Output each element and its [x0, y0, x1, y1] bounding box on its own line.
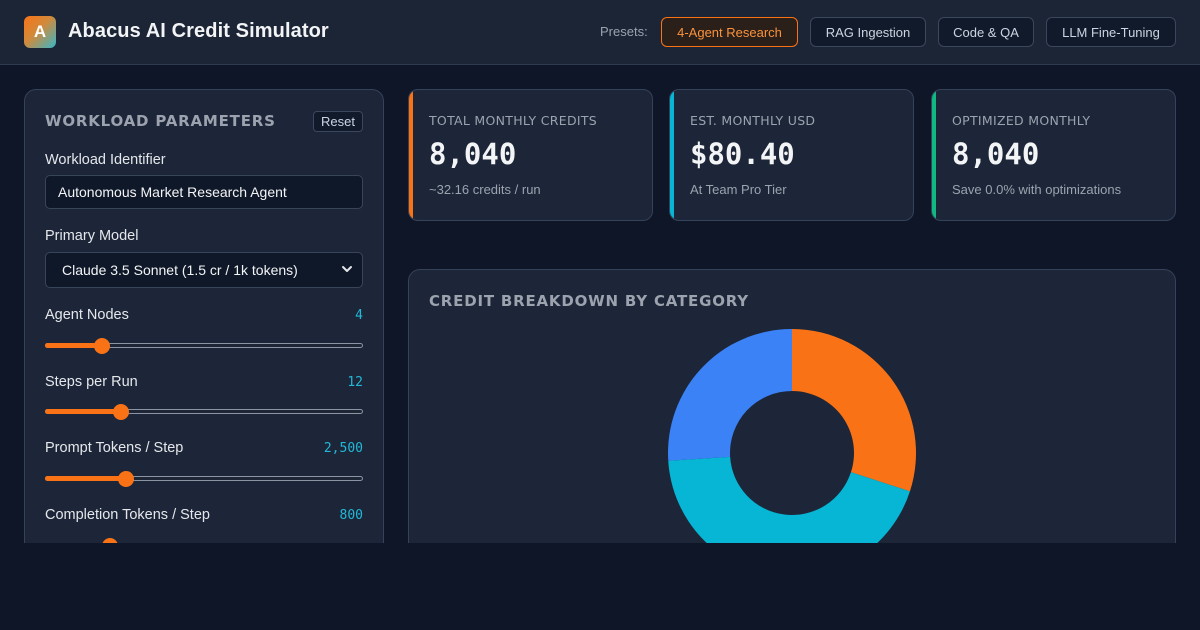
primary-model-label: Primary Model [45, 228, 139, 244]
card-accent-bar [932, 90, 936, 220]
credit-breakdown-donut-chart [668, 329, 916, 559]
workload-identifier-input[interactable]: Autonomous Market Research Agent [45, 175, 363, 209]
presets-label: Presets: [600, 24, 648, 39]
prompt-tokens-label: Prompt Tokens / Step [45, 440, 184, 456]
workload-identifier-label: Workload Identifier [45, 152, 166, 168]
primary-model-value: Claude 3.5 Sonnet (1.5 cr / 1k tokens) [62, 262, 298, 278]
primary-model-select[interactable]: Claude 3.5 Sonnet (1.5 cr / 1k tokens) [45, 252, 363, 288]
workload-parameters-panel: WORKLOAD PARAMETERS Reset Workload Ident… [24, 89, 384, 559]
donut-slice-2[interactable] [668, 456, 910, 559]
panel-title: WORKLOAD PARAMETERS [45, 112, 276, 130]
donut-slice-3[interactable] [668, 329, 792, 461]
agent-nodes-value: 4 [355, 308, 363, 323]
top-bar: A Abacus AI Credit Simulator Presets: 4-… [0, 0, 1200, 65]
agent-nodes-slider[interactable] [45, 338, 363, 354]
stat-value: 8,040 [429, 137, 517, 171]
prompt-tokens-slider[interactable] [45, 471, 363, 487]
stat-label: EST. MONTHLY USD [690, 113, 816, 128]
steps-per-run-value: 12 [347, 375, 363, 390]
donut-slice-1[interactable] [792, 329, 916, 492]
total-monthly-credits-card: TOTAL MONTHLY CREDITS 8,040 ~32.16 credi… [408, 89, 653, 221]
chevron-down-icon [342, 266, 352, 272]
card-accent-bar [409, 90, 413, 220]
completion-tokens-label: Completion Tokens / Step [45, 507, 210, 523]
stat-subtext: Save 0.0% with optimizations [952, 182, 1122, 197]
completion-tokens-value: 800 [339, 508, 363, 523]
slider-thumb[interactable] [94, 338, 111, 354]
slider-fill [45, 343, 103, 348]
preset-llm-fine-tuning-button[interactable]: LLM Fine-Tuning [1046, 17, 1176, 47]
app-title: Abacus AI Credit Simulator [68, 20, 329, 42]
page-background [0, 543, 1200, 630]
slider-fill [45, 476, 127, 481]
stat-value: $80.40 [690, 137, 795, 171]
stat-label: TOTAL MONTHLY CREDITS [429, 113, 598, 128]
slider-thumb[interactable] [113, 404, 130, 420]
reset-button[interactable]: Reset [313, 111, 363, 132]
card-accent-bar [670, 90, 674, 220]
slider-fill [45, 409, 122, 414]
stat-label: OPTIMIZED MONTHLY [952, 113, 1091, 128]
app-logo: A [24, 16, 56, 48]
est-monthly-usd-card: EST. MONTHLY USD $80.40 At Team Pro Tier [669, 89, 914, 221]
steps-per-run-slider[interactable] [45, 404, 363, 420]
stat-subtext: At Team Pro Tier [690, 182, 787, 197]
chart-title: CREDIT BREAKDOWN BY CATEGORY [429, 292, 749, 310]
preset-code-qa-button[interactable]: Code & QA [938, 17, 1034, 47]
credit-breakdown-card: CREDIT BREAKDOWN BY CATEGORY [408, 269, 1176, 559]
agent-nodes-label: Agent Nodes [45, 307, 129, 323]
stat-subtext: ~32.16 credits / run [429, 182, 541, 197]
slider-thumb[interactable] [118, 471, 135, 487]
optimized-monthly-card: OPTIMIZED MONTHLY 8,040 Save 0.0% with o… [931, 89, 1176, 221]
steps-per-run-label: Steps per Run [45, 374, 138, 390]
prompt-tokens-value: 2,500 [323, 441, 363, 456]
stat-value: 8,040 [952, 137, 1040, 171]
preset-4-agent-research-button[interactable]: 4-Agent Research [661, 17, 798, 47]
preset-rag-ingestion-button[interactable]: RAG Ingestion [810, 17, 926, 47]
